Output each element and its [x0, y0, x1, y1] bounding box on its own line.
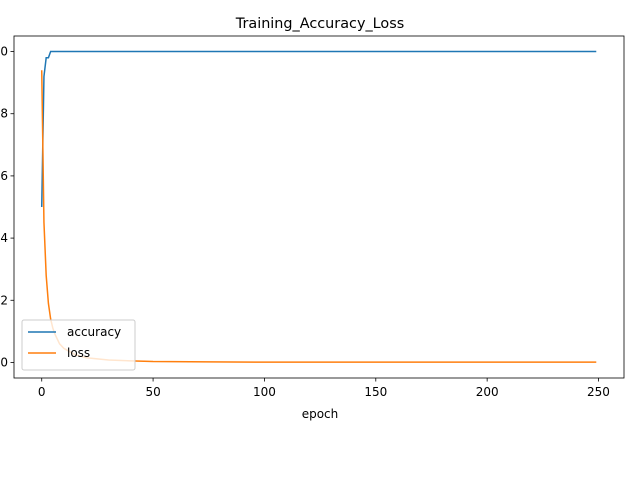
legend-label: loss [67, 346, 90, 360]
x-tick-label: 50 [145, 385, 160, 399]
legend-label: accuracy [67, 325, 121, 339]
y-tick-label: 0 [0, 45, 8, 59]
y-tick-label: 8 [0, 107, 8, 121]
data-line [40, 50, 597, 208]
x-tick-label: 200 [476, 385, 499, 399]
y-tick-label: 0 [0, 355, 8, 369]
y-tick-label: 2 [0, 293, 8, 307]
x-axis-label: epoch [302, 407, 339, 421]
y-tick-label: 6 [0, 169, 8, 183]
x-tick-label: 250 [587, 385, 610, 399]
chart-title: Training_Accuracy_Loss [235, 16, 404, 32]
x-tick-label: 100 [253, 385, 276, 399]
axes-frame [13, 35, 625, 379]
y-tick-label: 4 [0, 231, 8, 245]
x-tick-label: 0 [38, 385, 46, 399]
x-tick-label: 150 [364, 385, 387, 399]
